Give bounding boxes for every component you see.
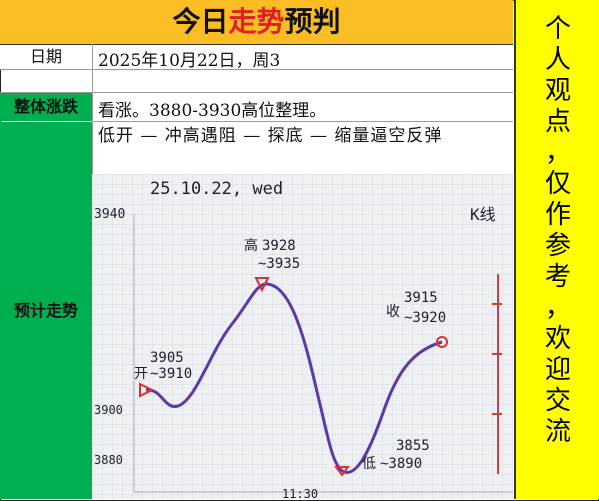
close-range: ~3920 — [404, 310, 446, 326]
overall-label: 整体涨跌 — [0, 93, 92, 121]
forecast-text: 低开 — 冲高遇阻 — 探底 — 缩量逼空反弹 — [98, 126, 443, 146]
price-curve — [145, 282, 443, 474]
tick-1130: 11:30 — [282, 487, 318, 499]
high-marker — [254, 277, 270, 293]
high-value: 3928 — [262, 238, 296, 254]
open-range: ~3910 — [150, 366, 192, 382]
title-highlight: 走势 — [228, 5, 285, 38]
page-title: 今日走势预判 — [0, 0, 513, 45]
disclaimer-char: 仅 — [544, 169, 571, 199]
date-label: 日期 — [0, 45, 92, 69]
disclaimer-char: 个 — [544, 14, 571, 44]
overall-value: 看涨。3880-3930高位整理。 — [98, 101, 327, 121]
sketch-photo: 3940 3900 3880 11:30 25.10.22, wed K线 39… — [92, 174, 513, 499]
disclaimer-text: 个人观点，仅作参考，欢迎交流 — [516, 14, 599, 448]
disclaimer-char: 交 — [544, 386, 571, 416]
date-value: 2025年10月22日，周3 — [98, 51, 281, 71]
open-label: 开 — [134, 366, 148, 382]
disclaimer-char: 点 — [544, 107, 571, 137]
sidebar-disclaimer: 个人观点，仅作参考，欢迎交流 — [514, 0, 599, 499]
high-range: ~3935 — [258, 256, 300, 272]
close-label: 收 — [386, 304, 400, 320]
disclaimer-char: 考 — [544, 262, 571, 292]
disclaimer-char: 作 — [544, 200, 571, 230]
tick-3900: 3900 — [94, 403, 123, 417]
open-value: 3905 — [150, 350, 184, 366]
corner-note: K线 — [470, 205, 496, 224]
disclaimer-char: 观 — [544, 76, 571, 106]
disclaimer-char: ， — [544, 138, 571, 168]
disclaimer-char: 参 — [544, 231, 571, 261]
tick-3940: 3940 — [94, 207, 125, 222]
close-marker — [436, 336, 448, 348]
disclaimer-char: 欢 — [544, 324, 571, 354]
low-value: 3855 — [396, 438, 430, 454]
high-label: 高 — [244, 237, 258, 254]
low-range: ~3890 — [380, 456, 422, 472]
disclaimer-char: 人 — [544, 45, 571, 75]
forecast-label: 预计走势 — [0, 122, 92, 499]
low-marker — [334, 466, 350, 477]
sketch-header: 25.10.22, wed — [150, 179, 283, 199]
close-value: 3915 — [404, 290, 438, 306]
disclaimer-char: ， — [544, 293, 571, 323]
disclaimer-char: 迎 — [544, 355, 571, 385]
low-label: 低 — [362, 456, 376, 472]
sketch-svg: 3940 3900 3880 11:30 25.10.22, wed K线 39… — [92, 174, 513, 499]
open-marker — [139, 382, 155, 398]
tick-3880: 3880 — [94, 453, 123, 467]
disclaimer-char: 流 — [544, 417, 571, 447]
